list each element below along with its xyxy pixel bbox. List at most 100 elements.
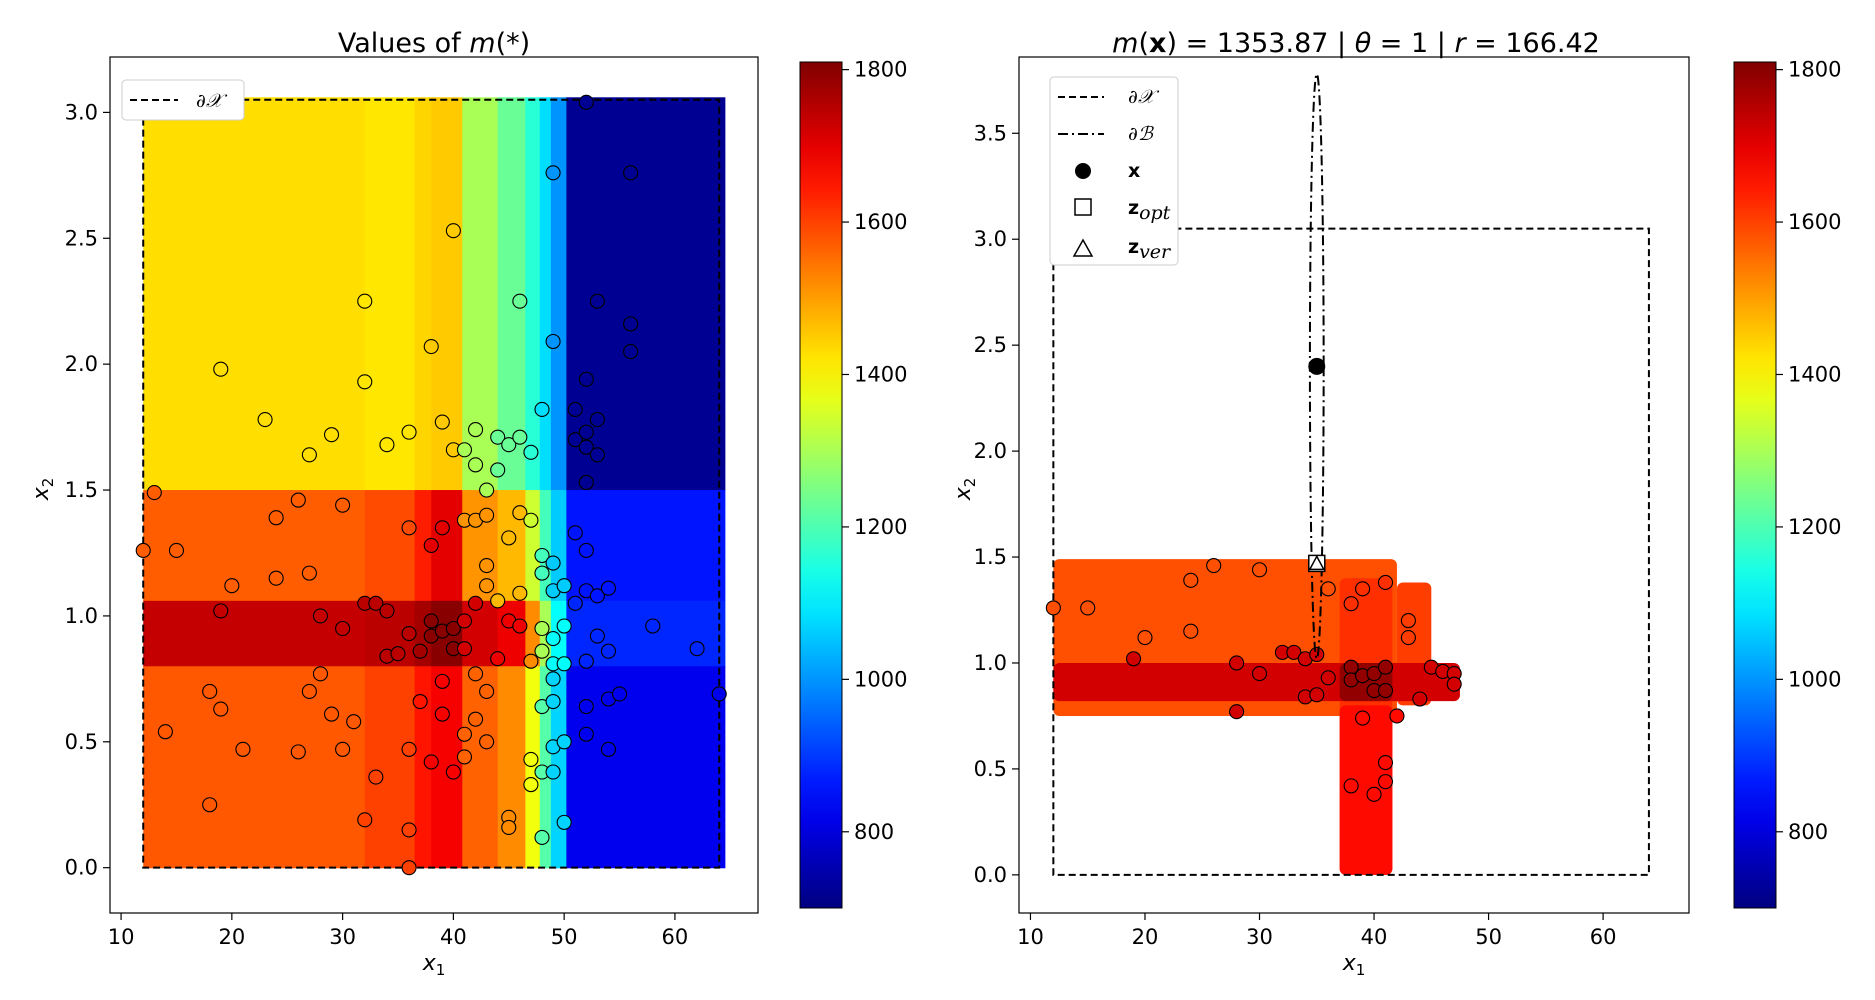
left-sample-points [135, 94, 727, 876]
sample-point [479, 482, 495, 498]
colorbar-tick-label: 1600 [1788, 210, 1841, 234]
sample-point [567, 432, 583, 448]
x-tick-label: 40 [1361, 925, 1388, 949]
x-tick-label: 20 [218, 925, 245, 949]
x-tick-label: 60 [662, 925, 689, 949]
sample-point [1320, 581, 1336, 597]
sample-point [490, 462, 506, 478]
y-tick-label: 0.5 [974, 757, 1007, 781]
sample-point [578, 439, 594, 455]
sample-point [301, 683, 317, 699]
sample-point [589, 411, 605, 428]
sample-point [401, 860, 417, 876]
sample-point [512, 293, 528, 309]
domain-boundary-rect [142, 98, 721, 869]
sample-point [224, 578, 240, 594]
sample-point [501, 530, 517, 546]
sample-point [501, 819, 517, 835]
sample-point [423, 754, 439, 770]
sample-point [401, 520, 417, 536]
right-legend-label-x: x [1128, 160, 1140, 182]
sample-point [1446, 676, 1462, 692]
x-point-marker [1308, 357, 1326, 375]
sample-point [434, 673, 450, 689]
sample-point [357, 293, 373, 309]
sample-point [1355, 710, 1371, 726]
sample-point [556, 734, 572, 750]
sample-point [312, 608, 329, 624]
sample-point [1377, 682, 1394, 699]
left-legend-box [121, 79, 245, 121]
x-tick-label: 30 [329, 925, 356, 949]
sample-point [202, 797, 218, 813]
sample-point [335, 620, 351, 637]
left-heatmap [143, 97, 726, 869]
heat-cell [525, 97, 541, 491]
colorbar-tick-label: 1000 [1788, 667, 1841, 691]
sample-point [290, 492, 306, 508]
y-tick-label: 1.5 [974, 545, 1007, 569]
sample-point [523, 777, 539, 793]
sample-point [1400, 630, 1416, 646]
sample-point [600, 580, 617, 596]
sample-point [589, 293, 605, 309]
sample-point [434, 520, 450, 536]
sample-point [423, 537, 439, 553]
y-tick-label: 1.0 [65, 604, 98, 628]
y-tick-label: 0.0 [65, 856, 98, 880]
right-legend-zopt-marker [1074, 198, 1092, 216]
sample-point [1286, 644, 1302, 660]
sample-point [1320, 670, 1336, 686]
sample-point [1343, 778, 1359, 794]
sample-point [578, 371, 594, 387]
sample-point [445, 223, 461, 239]
sample-point [589, 628, 605, 644]
sample-point [534, 565, 550, 581]
sample-point [1080, 600, 1096, 616]
sample-point [512, 585, 528, 601]
left-colorbar-ticks: 800 1000 1200 1400 1600 1800 [842, 58, 907, 844]
sample-point [434, 414, 450, 430]
left-axes-frame [109, 56, 759, 914]
sample-point [456, 442, 473, 458]
sample-point [1389, 708, 1405, 724]
sample-point [1125, 651, 1142, 667]
sample-point [600, 643, 617, 659]
sample-point [523, 444, 539, 460]
z-ver-marker [1308, 554, 1326, 571]
x-tick-label: 20 [1132, 925, 1159, 949]
colorbar-tick-label: 1000 [854, 667, 907, 691]
heat-cell [414, 97, 432, 491]
sample-point [412, 643, 428, 659]
sample-point [545, 555, 561, 571]
y-tick-label: 2.5 [65, 226, 98, 250]
sample-point [467, 666, 484, 682]
right-sample-points [1045, 557, 1462, 802]
y-tick-label: 2.5 [974, 333, 1007, 357]
heat-cell [414, 490, 432, 602]
sample-point [523, 653, 539, 669]
heat-cell [497, 666, 526, 869]
left-colorbar: 800 1000 1200 1400 1600 1800 [799, 58, 907, 909]
sample-point [567, 401, 583, 418]
colorbar-tick-label: 1400 [854, 362, 907, 386]
sample-point [1251, 562, 1268, 578]
sample-point [323, 427, 340, 443]
sample-point [534, 643, 550, 659]
sample-point [268, 570, 284, 586]
x-tick-label: 50 [551, 925, 578, 949]
sample-point [490, 429, 506, 445]
right-colorbar-bar [1733, 61, 1777, 909]
left-x-axis-label: x1 [422, 951, 446, 979]
sample-point [567, 525, 583, 541]
y-tick-label: 2.0 [65, 352, 98, 376]
sample-point [401, 741, 417, 757]
heat-cell [566, 666, 726, 869]
y-tick-label: 1.0 [974, 651, 1007, 675]
sample-point [1251, 666, 1268, 682]
sample-point [512, 618, 528, 634]
sample-point [611, 686, 628, 702]
sample-point [490, 593, 506, 609]
heat-cell [364, 490, 416, 602]
sample-point [213, 361, 229, 377]
